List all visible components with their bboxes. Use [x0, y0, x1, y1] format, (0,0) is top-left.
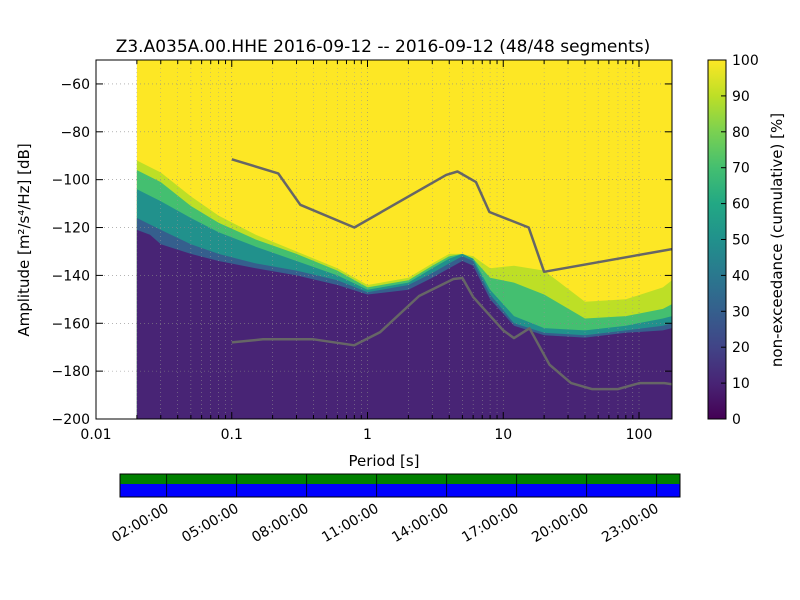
colorbar: 0 10 20 30 40 50 60 70 80 90 100 non-exceedance (c… [707, 53, 786, 428]
x-tick-label: 100 [626, 427, 653, 443]
colorbar-tick-label: 30 [732, 304, 750, 320]
colorbar-tick-label: 60 [732, 197, 750, 213]
low-noise-model-curve [231, 276, 672, 391]
colorbar-tick-label: 10 [732, 376, 750, 392]
psd-segments-bar [120, 484, 680, 497]
x-tick-label: 0.01 [80, 427, 111, 443]
y-tick-label: −80 [60, 125, 90, 141]
timeline-tick-label: 08:00:00 [249, 501, 311, 546]
plot-grid [96, 60, 672, 419]
colorbar-axis: 0 10 20 30 40 50 60 70 80 90 100 [721, 53, 759, 428]
y-axis: −60 −80 −100 −120 −140 −160 −180 −200 [52, 77, 672, 428]
high-noise-model-curve [231, 158, 672, 274]
timeline-frame [119, 473, 681, 498]
y-tick-label: −140 [52, 268, 90, 284]
psd-heatmap [136, 60, 672, 419]
x-axis: 0.01 0.1 1 10 100 [80, 60, 652, 443]
x-tick-label: 1 [363, 427, 372, 443]
y-tick-label: −200 [52, 412, 90, 428]
colorbar-label: non-exceedance (cumulative) [%] [768, 113, 786, 367]
reference-curves [231, 158, 672, 391]
timeline-tick-label: 17:00:00 [459, 501, 521, 546]
timeline-tick-label: 05:00:00 [179, 501, 241, 546]
timeline-tick-label: 20:00:00 [529, 501, 591, 546]
colorbar-tick-label: 90 [732, 89, 750, 105]
heatmap-band-10 [136, 229, 672, 419]
colorbar-tick-label: 50 [732, 233, 750, 249]
plot-area: 0.01 0.1 1 10 100 −60 −80 −100 −120 −140 −160 −180… [52, 59, 673, 443]
y-tick-label: −60 [60, 77, 90, 93]
colorbar-tick-label: 70 [732, 161, 750, 177]
timeline-tick-label: 02:00:00 [109, 501, 171, 546]
y-tick-label: −180 [52, 364, 90, 380]
data-timeline: 02:00:00 05:00:00 08:00:00 11:00:00 14:00:00… [109, 473, 681, 546]
x-tick-label: 10 [494, 427, 512, 443]
y-tick-label: −100 [52, 173, 90, 189]
colorbar-tick-label: 20 [732, 340, 750, 356]
y-tick-label: −120 [52, 221, 90, 237]
y-axis-label: Amplitude [m²/s⁴/Hz] [dB] [15, 143, 33, 336]
colorbar-tick-label: 0 [732, 412, 741, 428]
colorbar-tick-label: 40 [732, 268, 750, 284]
x-axis-label: Period [s] [348, 452, 419, 470]
colorbar-tick-label: 100 [732, 53, 759, 69]
chart-title: Z3.A035A.00.HHE 2016-09-12 -- 2016-09-12… [116, 37, 651, 57]
colorbar-tick-label: 80 [732, 125, 750, 141]
timeline-tick-label: 11:00:00 [319, 501, 381, 546]
data-availability-bar [120, 474, 680, 484]
plot-frame [95, 59, 673, 420]
timeline-tick-label: 23:00:00 [599, 501, 661, 546]
timeline-tick-label: 14:00:00 [389, 501, 451, 546]
y-tick-label: −160 [52, 316, 90, 332]
x-tick-label: 0.1 [221, 427, 243, 443]
